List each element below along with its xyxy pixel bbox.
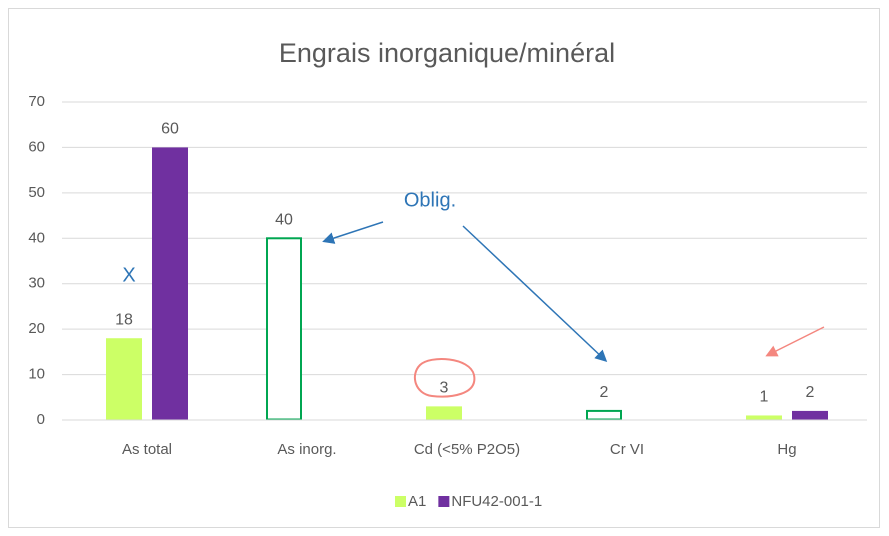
chart-title: Engrais inorganique/minéral — [279, 38, 615, 68]
bar — [792, 410, 828, 420]
arrow — [765, 326, 825, 357]
data-label: 2 — [806, 384, 815, 401]
x-tick-label: Cr VI — [610, 441, 644, 458]
x-tick-label: Cd (<5% P2O5) — [414, 441, 520, 458]
legend-label: NFU42-001-1 — [451, 493, 542, 510]
annotation: X — [122, 264, 135, 286]
highlight-circle — [413, 358, 476, 398]
bar — [106, 338, 142, 420]
data-label: 40 — [275, 212, 293, 229]
arrow — [462, 225, 608, 363]
x-tick-label: Hg — [777, 441, 796, 458]
y-tick-label: 20 — [28, 320, 45, 337]
data-label: 18 — [115, 311, 133, 328]
x-tick-label: As inorg. — [277, 441, 336, 458]
annotation: Oblig. — [404, 189, 456, 211]
legend-label: A1 — [408, 493, 426, 510]
y-tick-label: 70 — [28, 93, 45, 110]
arrow — [322, 221, 384, 244]
legend-swatch — [438, 496, 450, 507]
y-tick-label: 40 — [28, 229, 45, 246]
y-tick-label: 50 — [28, 184, 45, 201]
bar — [746, 415, 782, 420]
bar — [586, 409, 622, 421]
data-label: 3 — [440, 380, 449, 397]
legend-swatch — [395, 496, 406, 507]
x-tick-label: As total — [122, 441, 172, 458]
y-tick-label: 30 — [28, 275, 45, 292]
data-label: 2 — [600, 384, 609, 401]
y-tick-label: 60 — [28, 138, 45, 155]
bar — [426, 406, 462, 420]
data-label: 1 — [760, 389, 769, 406]
bar — [266, 237, 302, 421]
y-tick-label: 10 — [28, 366, 45, 383]
y-tick-label: 0 — [37, 411, 45, 428]
data-label: 60 — [161, 121, 179, 138]
bar — [152, 147, 188, 420]
